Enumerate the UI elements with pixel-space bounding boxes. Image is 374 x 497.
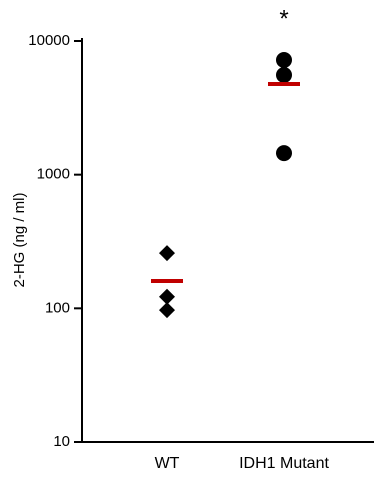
y-tick-label: 1000: [37, 166, 70, 183]
data-point: [276, 66, 292, 83]
annotation: *: [279, 5, 288, 32]
data-point: [276, 51, 292, 68]
x-tick-label: WT: [154, 455, 180, 472]
y-tick-label: 10: [53, 433, 70, 450]
data-point: [159, 302, 175, 319]
data-point: [276, 145, 292, 162]
y-tick-label: 10000: [28, 32, 70, 49]
data-point: [159, 245, 175, 262]
x-tick-label: IDH1 Mutant: [239, 455, 329, 472]
y-tick-label: 100: [45, 299, 70, 316]
y-axis-label: 2-HG (ng / ml): [11, 192, 28, 287]
data-point: [159, 288, 175, 305]
